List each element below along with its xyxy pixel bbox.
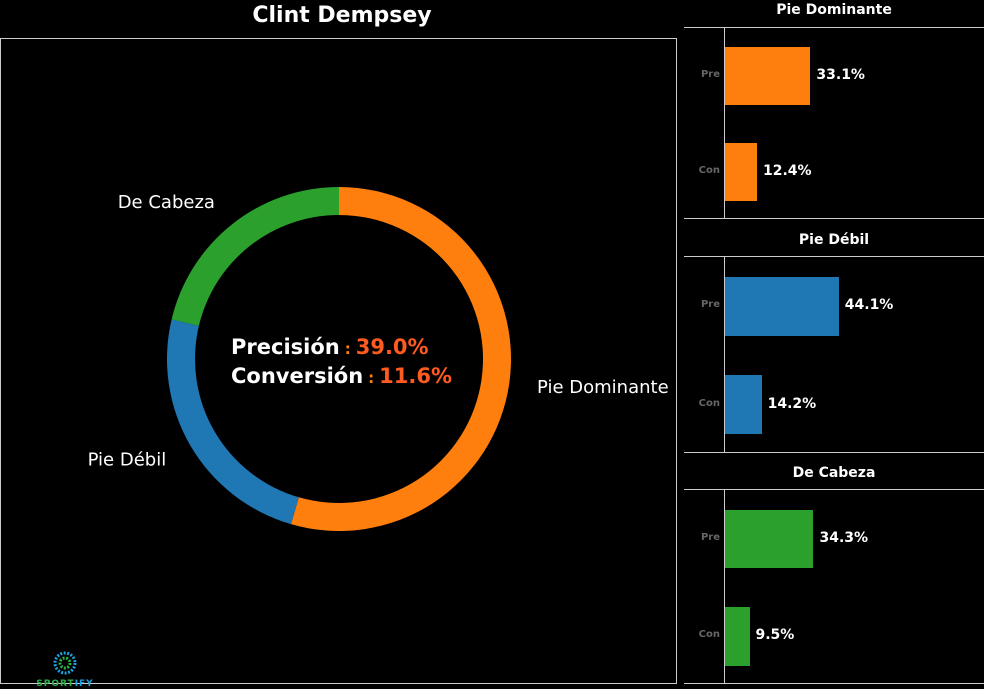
panel-title-2: De Cabeza [792, 465, 876, 481]
donut-label-2: De Cabeza [118, 192, 215, 213]
conversion-stat: Conversión:11.6% [231, 364, 452, 388]
bar-value-label: 34.3% [819, 529, 869, 546]
logo-text-a: SPORT [36, 679, 75, 689]
precision-separator: : [345, 340, 351, 358]
y-axis [724, 28, 725, 218]
precision-label: Precisión [231, 335, 340, 359]
bar-panel-0: 33.1% Pre 12.4% Con [684, 27, 984, 219]
y-axis [724, 490, 725, 683]
precision-value: 39.0% [356, 335, 429, 359]
bar-value-label: 44.1% [844, 297, 894, 314]
panel-title-1: Pie Débil [798, 232, 870, 248]
donut-chart: Pie Dominante Pie Débil De Cabeza Precisión… [88, 187, 669, 531]
bar-pre[interactable] [725, 276, 839, 336]
y-axis [724, 257, 725, 452]
bar-con[interactable] [725, 607, 750, 666]
bar-value-label: 9.5% [755, 627, 795, 644]
donut-label-1: Pie Débil [88, 450, 167, 471]
sportify-logo: SPORTIFY [35, 651, 95, 689]
donut-slice-2[interactable] [171, 187, 339, 326]
panel-title-0: Pie Dominante [776, 2, 892, 18]
bar-panel-2: 34.3% Pre 9.5% Con [684, 489, 984, 684]
bar-con[interactable] [725, 375, 762, 435]
category-tick-label: Pre [700, 531, 720, 543]
category-tick-label: Con [698, 165, 720, 176]
bar-value-label: 14.2% [767, 395, 817, 412]
chart-title: Clint Dempsey [252, 3, 432, 28]
conversion-value: 11.6% [379, 364, 452, 388]
category-tick-label: Pre [700, 69, 720, 80]
bar-value-label: 12.4% [762, 163, 812, 179]
logo-text-b: IFY [74, 679, 94, 689]
bar-value-label: 33.1% [816, 67, 865, 83]
category-tick-label: Con [698, 397, 720, 409]
precision-stat: Precisión:39.0% [231, 335, 429, 359]
donut-slice-1[interactable] [166, 319, 299, 525]
bar-panel-1: 44.1% Pre 14.2% Con [684, 256, 984, 453]
bar-pre[interactable] [725, 509, 814, 568]
globe-icon [53, 651, 77, 675]
category-tick-label: Pre [700, 299, 720, 311]
bar-pre[interactable] [725, 47, 811, 105]
donut-label-0: Pie Dominante [537, 377, 669, 398]
conversion-separator: : [368, 369, 374, 387]
donut-slice-0[interactable] [291, 187, 511, 531]
conversion-label: Conversión [231, 364, 363, 388]
category-tick-label: Con [698, 629, 720, 641]
bar-con[interactable] [725, 143, 757, 201]
donut-panel: Pie Dominante Pie Débil De Cabeza Precisión… [0, 38, 677, 689]
